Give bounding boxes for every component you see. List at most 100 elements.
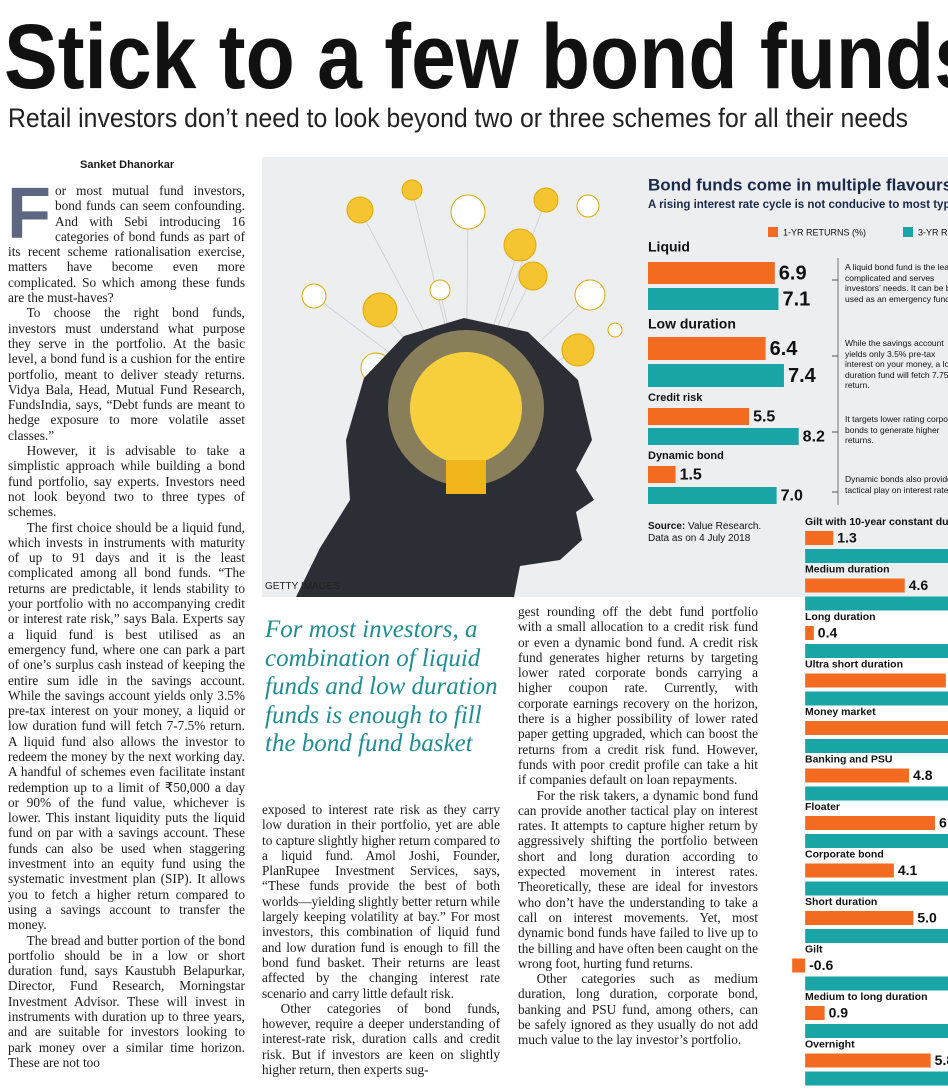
bar bbox=[648, 337, 766, 360]
note: While the savings account yields only 3.… bbox=[845, 338, 948, 390]
category-label: Short duration bbox=[805, 896, 877, 908]
paragraph: The first choice should be a liquid fund… bbox=[8, 520, 245, 933]
paragraph-text: To choose the right bond funds, investor… bbox=[8, 305, 245, 443]
value-label: 4.8 bbox=[913, 767, 933, 783]
paragraph: For the risk takers, a dynamic bond fund… bbox=[518, 788, 758, 972]
legend-swatch bbox=[903, 227, 913, 237]
note: A liquid bond fund is the least complica… bbox=[845, 262, 948, 304]
legend-swatch bbox=[768, 227, 778, 237]
header: Stick to a few bond funds Retail investo… bbox=[4, 6, 948, 133]
category-label: Floater bbox=[805, 801, 840, 813]
column-3: gest rounding off the debt fund portfoli… bbox=[518, 604, 758, 1089]
drop-cap: F bbox=[8, 183, 51, 254]
value-label: 7.0 bbox=[781, 488, 803, 505]
category-label: Medium to long duration bbox=[805, 991, 927, 1003]
paragraph-text: For the risk takers, a dynamic bond fund… bbox=[518, 787, 758, 971]
source-label: Source: bbox=[648, 521, 686, 532]
pull-quote: For most investors, a combination of liq… bbox=[265, 616, 498, 758]
category-label: Overnight bbox=[805, 1038, 855, 1050]
bar bbox=[805, 596, 948, 611]
bar bbox=[805, 768, 910, 783]
bar bbox=[805, 881, 948, 896]
bar bbox=[805, 626, 814, 640]
paragraph-text: Other categories such as medium duration… bbox=[518, 971, 758, 1048]
category-label: Low duration bbox=[648, 316, 736, 332]
value-label: -0.6 bbox=[809, 957, 833, 973]
note: Dynamic bonds also provide a tactical pl… bbox=[845, 474, 948, 495]
value-label: 7.4 bbox=[788, 365, 817, 387]
paragraph: exposed to interest rate risk as they ca… bbox=[262, 802, 500, 1001]
bulb-base bbox=[446, 460, 486, 494]
bar bbox=[805, 1053, 931, 1068]
value-label: 5.5 bbox=[753, 409, 775, 426]
bar bbox=[805, 691, 948, 706]
bar bbox=[805, 1071, 948, 1086]
paragraph-text: However, it is advisable to take a simpl… bbox=[8, 443, 245, 520]
byline: Sanket Dhanorkar bbox=[80, 159, 175, 171]
bulb bbox=[410, 352, 522, 464]
bar bbox=[805, 1024, 948, 1038]
category-label: Ultra short duration bbox=[805, 658, 903, 670]
category-label: Liquid bbox=[648, 239, 690, 255]
category-label: Credit risk bbox=[648, 392, 703, 404]
bar bbox=[805, 863, 894, 878]
bar bbox=[805, 673, 946, 688]
image-credit: GETTY IMAGES bbox=[265, 581, 340, 592]
value-label: 6 bbox=[939, 815, 947, 831]
value-label: 1.5 bbox=[680, 467, 702, 484]
bar bbox=[805, 929, 948, 943]
bar bbox=[805, 721, 948, 735]
bar bbox=[805, 911, 914, 925]
category-label: Corporate bond bbox=[805, 848, 884, 860]
category-label: Money market bbox=[805, 706, 876, 718]
bar bbox=[805, 834, 948, 848]
value-label: 1.3 bbox=[837, 530, 857, 546]
bar bbox=[805, 1006, 825, 1020]
bar bbox=[805, 549, 948, 563]
value-label: 4.6 bbox=[909, 577, 929, 593]
paragraph: The bread and butter portion of the bond… bbox=[8, 933, 245, 1071]
bar bbox=[648, 288, 779, 310]
legend-label: 3-YR RETURNS (%) bbox=[918, 227, 948, 237]
bar bbox=[648, 364, 784, 387]
paragraph-text: or most mutual fund investors, bond fund… bbox=[8, 183, 245, 306]
bar bbox=[648, 408, 750, 425]
value-label: 8.2 bbox=[803, 429, 825, 446]
value-label: 0.4 bbox=[818, 625, 838, 641]
chart-title: Bond funds come in multiple flavours bbox=[648, 175, 948, 194]
bar bbox=[805, 976, 948, 991]
value-label: 6.4 bbox=[770, 338, 799, 360]
paragraph: gest rounding off the debt fund portfoli… bbox=[518, 604, 758, 788]
category-label: Banking and PSU bbox=[805, 753, 893, 765]
note: It targets lower rating corporate bonds … bbox=[845, 414, 948, 445]
paragraph: Other categories of bond funds, however,… bbox=[262, 1001, 500, 1077]
bar bbox=[648, 487, 777, 504]
paragraph: Other categories such as medium duration… bbox=[518, 971, 758, 1047]
category-label: Gilt with 10-year constant duration bbox=[805, 516, 948, 528]
value-label: 5.8 bbox=[935, 1052, 948, 1068]
category-label: Dynamic bond bbox=[648, 450, 724, 462]
category-label: Medium duration bbox=[805, 563, 890, 575]
category-label: Gilt bbox=[805, 943, 823, 955]
legend-label: 1-YR RETURNS (%) bbox=[783, 227, 866, 237]
source-text: Value Research. Data as on 4 July 2018 bbox=[648, 521, 762, 544]
paragraph: However, it is advisable to take a simpl… bbox=[8, 443, 245, 519]
value-label: 7.1 bbox=[782, 288, 810, 310]
bar bbox=[648, 466, 676, 483]
bar bbox=[805, 578, 905, 593]
source: Source: Value Research. Data as on 4 Jul… bbox=[648, 521, 778, 545]
paragraph-text: The bread and butter portion of the bond… bbox=[8, 932, 245, 1070]
bar bbox=[805, 816, 936, 830]
bar bbox=[792, 958, 806, 973]
paragraph-text: gest rounding off the debt fund portfoli… bbox=[518, 604, 758, 788]
value-label: 5.0 bbox=[917, 910, 937, 926]
paragraph-text: The first choice should be a liquid fund… bbox=[8, 519, 245, 933]
value-label: 0.9 bbox=[829, 1005, 849, 1021]
value-label: 6.9 bbox=[779, 262, 807, 284]
chart-subtitle: A rising interest rate cycle is not cond… bbox=[648, 199, 948, 211]
category-label: Long duration bbox=[805, 611, 876, 623]
